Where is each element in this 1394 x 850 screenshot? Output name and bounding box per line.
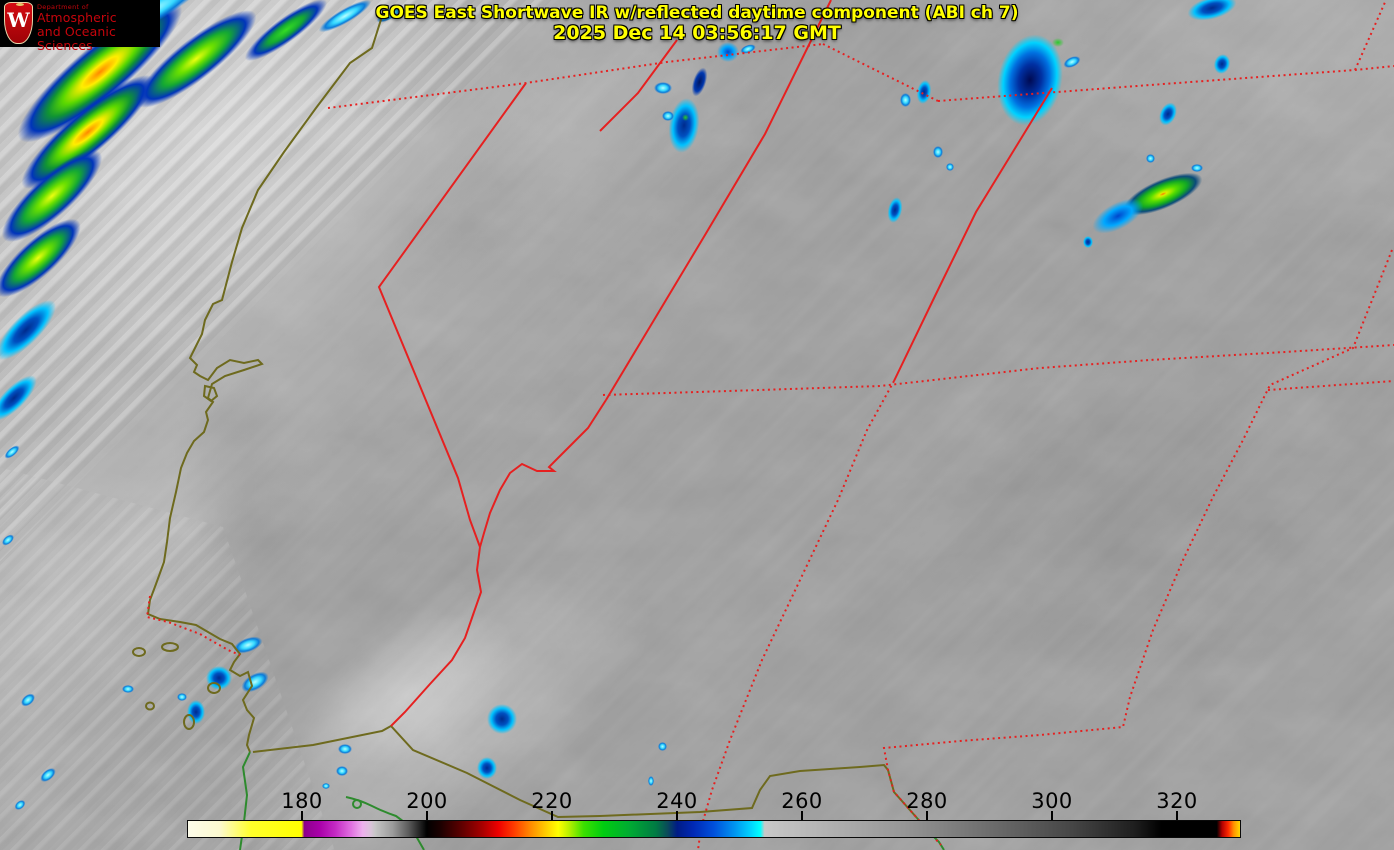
image-title: GOES East Shortwave IR w/reflected dayti… — [375, 3, 1019, 23]
border-path-dotted — [145, 0, 1394, 850]
crest-letter: W — [7, 8, 30, 32]
colorbar-tick-label: 260 — [781, 789, 823, 813]
banner-line1: Atmospheric — [37, 10, 117, 26]
image-timestamp: 2025 Dec 14 03:56:17 GMT — [553, 22, 841, 45]
colorbar-tick-label: 220 — [531, 789, 573, 813]
banner-text: Department of Atmospheric and Oceanic Sc… — [37, 3, 160, 53]
border-path-solid — [377, 0, 1053, 727]
colorbar-tick-label: 280 — [906, 789, 948, 813]
colorbar-tick-label: 200 — [406, 789, 448, 813]
coastline-path — [132, 9, 918, 819]
colorbar-tick-label: 180 — [281, 789, 323, 813]
banner-line2: and Oceanic Sciences — [37, 23, 116, 53]
crest-flame-icon — [16, 3, 24, 6]
colorbar-tick-label: 320 — [1156, 789, 1198, 813]
temperature-colorbar — [187, 820, 1241, 838]
aoss-logo-banner: W Department of Atmospheric and Oceanic … — [0, 0, 160, 52]
uw-crest-logo: W — [4, 2, 33, 44]
colorbar-tick-label: 240 — [656, 789, 698, 813]
colorbar-tick-label: 300 — [1031, 789, 1073, 813]
image-title-block: GOES East Shortwave IR w/reflected dayti… — [0, 3, 1394, 44]
